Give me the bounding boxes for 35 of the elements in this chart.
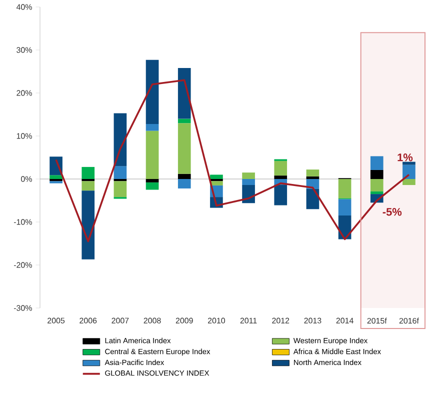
bar — [370, 156, 384, 170]
bar — [370, 191, 384, 194]
bar — [274, 184, 288, 206]
bar — [146, 179, 159, 182]
bar — [338, 179, 352, 198]
bar — [274, 176, 288, 179]
bar — [402, 179, 416, 186]
bar — [274, 160, 288, 176]
bar — [306, 170, 320, 176]
bar — [82, 190, 95, 260]
annotation: -5% — [382, 208, 402, 216]
bar — [370, 179, 384, 192]
bar — [242, 172, 255, 179]
bar — [210, 174, 223, 179]
bar — [50, 175, 62, 179]
bar — [402, 162, 416, 165]
bar — [114, 166, 127, 179]
bar — [114, 181, 127, 198]
bar — [178, 118, 191, 124]
bar — [306, 176, 320, 179]
bar — [178, 123, 191, 174]
bar — [82, 166, 95, 179]
bar — [242, 179, 255, 186]
bar — [178, 68, 191, 119]
bar — [82, 181, 95, 191]
bar — [178, 174, 191, 179]
bar — [146, 60, 159, 124]
annotation: 1% — [398, 154, 413, 162]
bar — [370, 170, 384, 179]
bar — [146, 124, 159, 131]
bar — [402, 164, 416, 179]
bar — [178, 179, 191, 188]
bar — [146, 130, 159, 179]
bar — [338, 199, 352, 216]
bar — [146, 182, 159, 190]
